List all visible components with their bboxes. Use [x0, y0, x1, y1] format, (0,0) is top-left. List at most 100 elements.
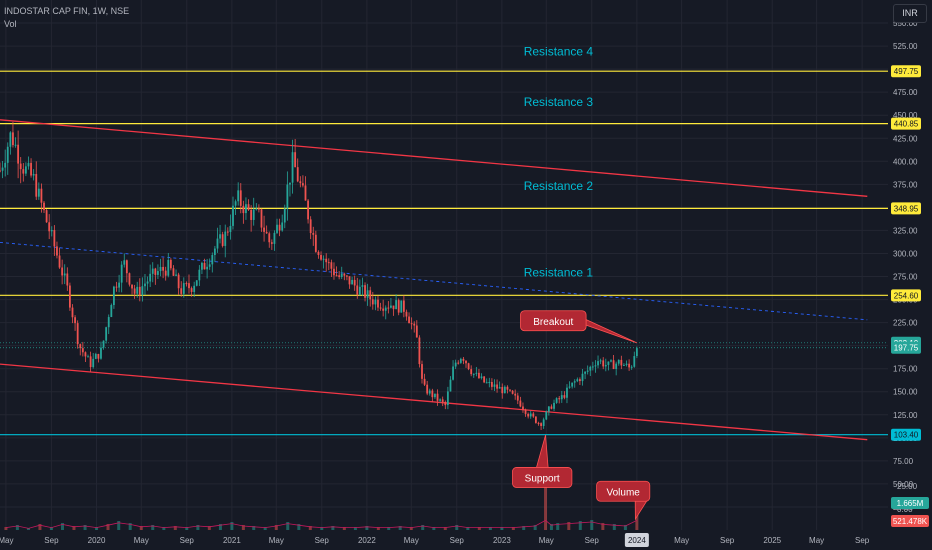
candle-body: [45, 210, 48, 223]
candle-body: [120, 264, 123, 283]
candle-body: [185, 283, 188, 285]
candle-body: [377, 299, 379, 308]
candle-body: [74, 317, 76, 324]
candle-body: [573, 381, 576, 383]
candle-body: [485, 382, 488, 384]
candle-body: [604, 364, 607, 367]
volume-bar: [549, 524, 553, 530]
candle-body: [32, 174, 35, 176]
volume-bar: [635, 513, 639, 530]
candle-body: [27, 162, 30, 167]
callout-breakout: Breakout: [520, 310, 638, 344]
candle-body: [623, 364, 625, 366]
volume-bar: [218, 524, 222, 530]
candle-body: [30, 162, 32, 176]
candle-body: [620, 359, 623, 366]
callout-text: Support: [525, 473, 560, 484]
candle-body: [364, 285, 366, 298]
last-price-tag: [891, 341, 921, 354]
candle-body: [50, 230, 53, 232]
candle-body: [9, 132, 12, 147]
candle-body: [522, 406, 524, 410]
resistance-level-value: 348.95: [894, 204, 919, 213]
price-axis-background: [888, 0, 932, 550]
callout-text: Breakout: [533, 317, 573, 328]
candle-body: [144, 283, 146, 287]
candle-body: [162, 266, 165, 271]
candle-body: [167, 259, 170, 276]
candle-body: [270, 242, 273, 244]
candle-body: [524, 409, 527, 414]
candle-body: [53, 230, 56, 247]
channel-trendline: [0, 119, 868, 197]
volume-bar: [432, 527, 436, 530]
candle-body: [467, 363, 470, 370]
callouts: Breakout Support Volume: [512, 310, 651, 521]
candle-body: [107, 317, 110, 328]
candle-body: [635, 348, 638, 357]
candle-body: [1, 167, 4, 171]
candle-body: [343, 273, 346, 276]
time-tick-label: 2021: [223, 536, 241, 545]
volume-bar: [331, 526, 335, 530]
candle-body: [281, 222, 284, 231]
candle-body: [325, 258, 328, 263]
candle-body: [216, 238, 219, 249]
candle-body: [149, 273, 152, 282]
price-tick-label: 375.00: [893, 180, 918, 189]
volume-bar: [488, 527, 492, 530]
volume-bar: [297, 524, 301, 530]
volume-tick-label: 0.00: [897, 505, 913, 514]
callout-support: Support: [512, 434, 573, 488]
candle-body: [576, 379, 579, 382]
candle-body: [22, 169, 25, 174]
candle-body: [221, 234, 224, 246]
candle-body: [56, 246, 58, 256]
candle-body: [400, 300, 403, 313]
candle-body: [188, 283, 190, 289]
candle-body: [128, 273, 131, 285]
currency-button[interactable]: INR: [893, 4, 927, 23]
candle-body: [423, 378, 426, 385]
volume-bar: [612, 524, 616, 530]
candle-body: [317, 251, 320, 256]
candle-body: [369, 290, 372, 300]
candle-body: [374, 299, 377, 305]
candle-body: [201, 262, 203, 270]
candle-body: [115, 286, 118, 288]
volume-bar: [500, 527, 504, 530]
candle-body: [612, 360, 615, 369]
volume-bar: [72, 526, 76, 530]
volume-bar: [38, 524, 42, 530]
candle-body: [224, 231, 227, 246]
volume-bar: [15, 525, 19, 530]
candle-body: [66, 273, 69, 286]
volume-bar: [443, 527, 447, 530]
candle-body: [498, 387, 501, 389]
candle-body: [58, 255, 61, 268]
candle-body: [146, 281, 149, 284]
time-tick-label: 2025: [763, 536, 781, 545]
candle-body: [159, 266, 162, 272]
candle-body: [421, 364, 423, 379]
candle-body: [361, 285, 364, 287]
candle-body: [68, 285, 71, 308]
candle-body: [94, 353, 97, 359]
candle-body: [43, 202, 45, 211]
candle-body: [527, 413, 530, 417]
candle-body: [568, 386, 571, 388]
candle-body: [304, 185, 307, 201]
candle-body: [0, 170, 1, 172]
volume-bar: [398, 526, 402, 530]
candle-body: [591, 366, 594, 368]
candle-body: [615, 363, 618, 369]
candle-body: [260, 209, 263, 228]
candle-body: [232, 205, 234, 226]
candle-body: [17, 144, 20, 164]
time-axis[interactable]: May Sep 2020 May Sep 2021 May Sep 2022 May Sep 2023…: [0, 533, 870, 547]
candle-body: [602, 360, 605, 367]
candle-body: [628, 363, 631, 368]
candle-body: [110, 305, 113, 318]
volume-moving-average: [5, 519, 638, 529]
